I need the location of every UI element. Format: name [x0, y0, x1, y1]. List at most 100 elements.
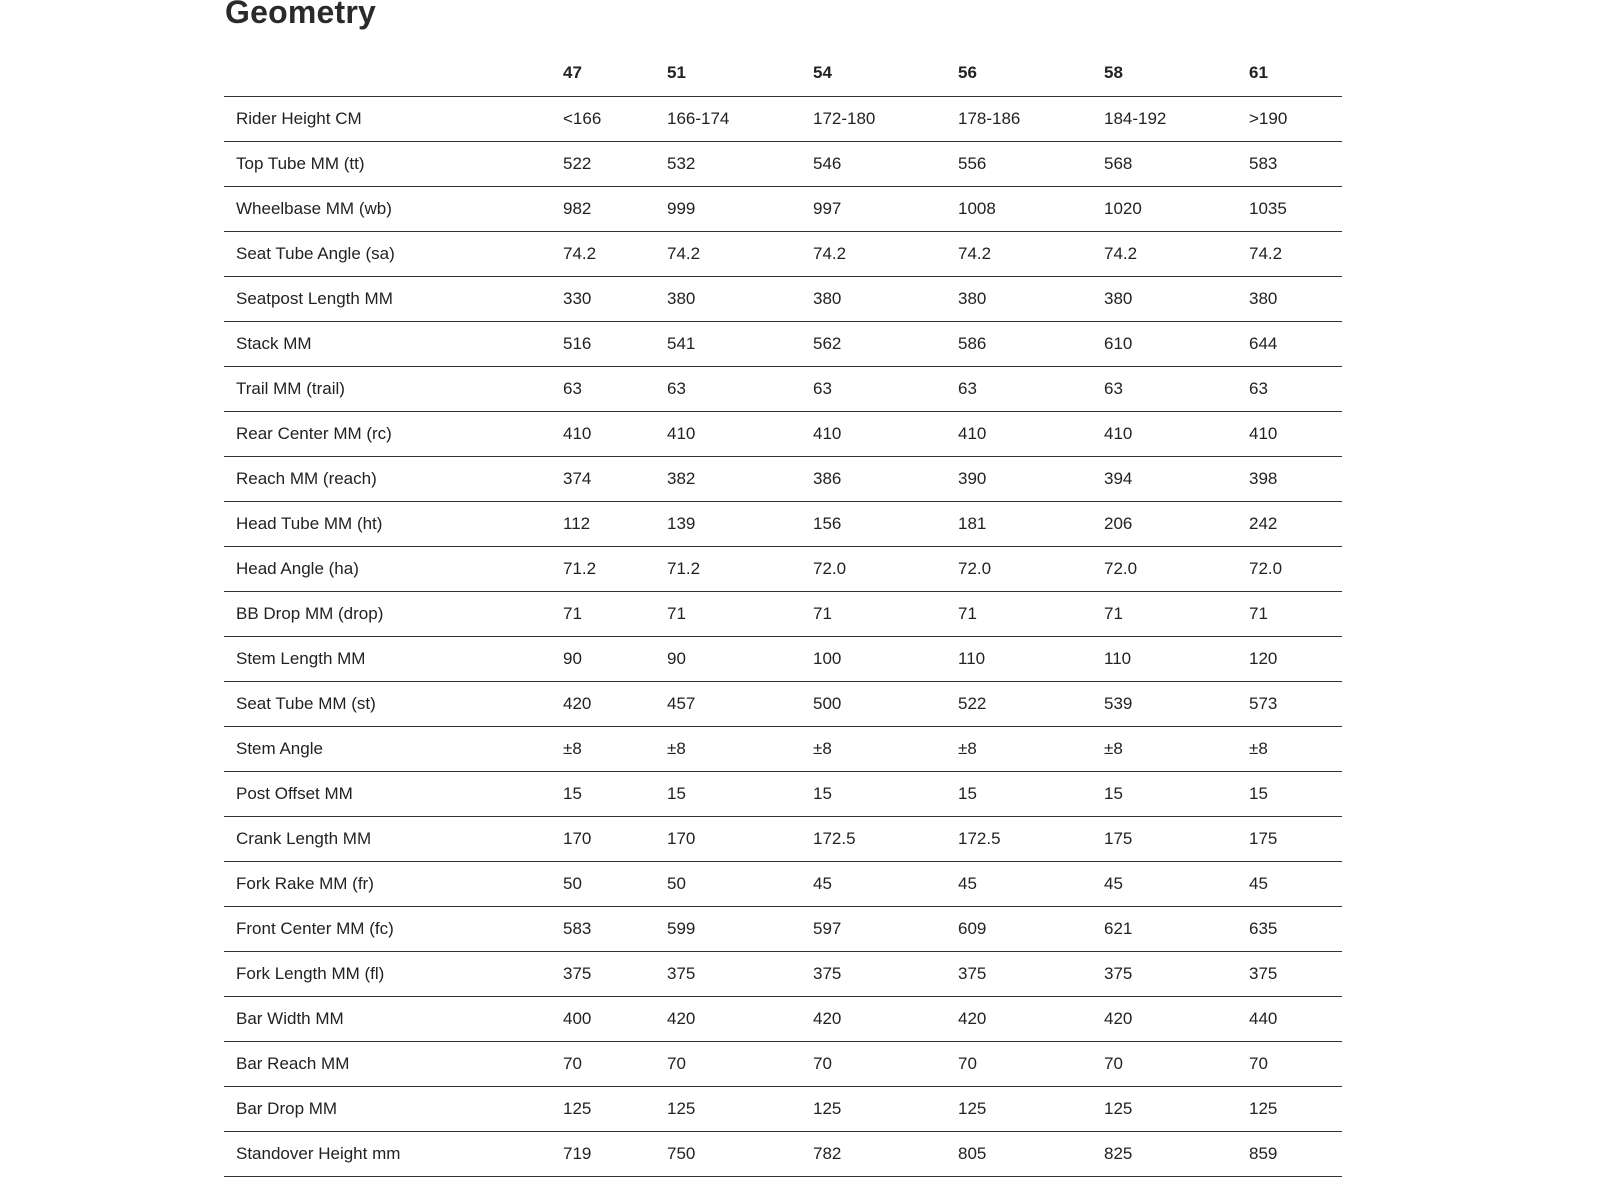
table-cell: 410: [1249, 424, 1278, 443]
table-cell: 583: [1249, 154, 1278, 173]
table-cell: 500: [813, 694, 842, 713]
table-cell: 63: [563, 379, 582, 398]
row-label: Bar Reach MM: [236, 1054, 350, 1073]
table-cell: 71.2: [563, 559, 597, 578]
table-cell: 621: [1104, 919, 1133, 938]
table-cell: 15: [1104, 784, 1123, 803]
table-cell: 112: [563, 514, 591, 533]
table-cell: 125: [563, 1099, 592, 1118]
table-cell: 380: [958, 289, 987, 308]
table-cell: 125: [667, 1099, 696, 1118]
table-row: Reach MM (reach) 374 382 386 390 394 398: [224, 457, 1342, 502]
table-cell: 70: [958, 1054, 977, 1073]
table-cell: 175: [1249, 829, 1278, 848]
table-cell: 74.2: [563, 244, 597, 263]
table-cell: 172-180: [813, 109, 876, 128]
row-label: Standover Height mm: [236, 1144, 401, 1163]
table-cell: 74.2: [667, 244, 701, 263]
table-cell: 719: [563, 1144, 592, 1163]
table-cell: 63: [1104, 379, 1123, 398]
table-cell: 420: [667, 1009, 696, 1028]
table-cell: 420: [563, 694, 592, 713]
row-label: Bar Drop MM: [236, 1099, 338, 1118]
row-label: Seatpost Length MM: [236, 289, 393, 308]
table-cell: 45: [958, 874, 977, 893]
table-cell: 380: [1104, 289, 1133, 308]
table-cell: 541: [667, 334, 696, 353]
row-label: Front Center MM (fc): [236, 919, 394, 938]
table-cell: 63: [813, 379, 832, 398]
table-cell: 125: [958, 1099, 987, 1118]
table-row: Stem Angle ±8 ±8 ±8 ±8 ±8 ±8: [224, 727, 1342, 772]
table-row: Post Offset MM 15 15 15 15 15 15: [224, 772, 1342, 817]
table-cell: 522: [958, 694, 987, 713]
table-cell: 568: [1104, 154, 1133, 173]
table-cell: 45: [813, 874, 832, 893]
table-cell: 71.2: [667, 559, 701, 578]
table-cell: 71: [667, 604, 686, 623]
table-cell: 71: [958, 604, 977, 623]
table-cell: 125: [813, 1099, 842, 1118]
table-cell: 71: [1249, 604, 1268, 623]
table-cell: 597: [813, 919, 842, 938]
table-cell: 72.0: [1249, 559, 1283, 578]
row-label: Post Offset MM: [236, 784, 353, 803]
row-label: Seat Tube Angle (sa): [236, 244, 395, 263]
table-row: Trail MM (trail) 63 63 63 63 63 63: [224, 367, 1342, 412]
table-cell: 172.5: [813, 829, 856, 848]
table-cell: 172.5: [958, 829, 1001, 848]
table-cell: 380: [1249, 289, 1278, 308]
table-cell: 242: [1249, 514, 1278, 533]
table-cell: 410: [667, 424, 696, 443]
table-row: Top Tube MM (tt) 522 532 546 556 568 583: [224, 142, 1342, 187]
table-cell: 375: [958, 964, 987, 983]
table-row: Crank Length MM 170 170 172.5 172.5 175 175: [224, 817, 1342, 862]
table-cell: 532: [667, 154, 696, 173]
table-row: Bar Width MM 400 420 420 420 420 440: [224, 997, 1342, 1042]
table-cell: 750: [667, 1144, 696, 1163]
table-cell: 374: [563, 469, 592, 488]
table-cell: 50: [667, 874, 686, 893]
table-cell: 556: [958, 154, 987, 173]
table-cell: <166: [563, 109, 602, 128]
table-cell: 1008: [958, 199, 996, 218]
row-label: Crank Length MM: [236, 829, 372, 848]
table-cell: 420: [1104, 1009, 1133, 1028]
column-header-size: 51: [667, 63, 686, 82]
table-cell: 394: [1104, 469, 1133, 488]
row-label: Fork Length MM (fl): [236, 964, 385, 983]
table-cell: 178-186: [958, 109, 1021, 128]
table-cell: 100: [813, 649, 842, 668]
table-cell: 72.0: [958, 559, 992, 578]
table-cell: ±8: [1104, 739, 1123, 758]
column-header-size: 54: [813, 63, 832, 82]
table-cell: 70: [813, 1054, 832, 1073]
page-title: Geometry: [225, 0, 376, 30]
table-cell: ±8: [667, 739, 686, 758]
table-cell: 1035: [1249, 199, 1287, 218]
table-cell: 375: [1249, 964, 1278, 983]
table-cell: 330: [563, 289, 592, 308]
table-cell: 1020: [1104, 199, 1142, 218]
row-label: Head Angle (ha): [236, 559, 359, 578]
table-cell: 71: [563, 604, 582, 623]
table-row: Wheelbase MM (wb) 982 999 997 1008 1020 1035: [224, 187, 1342, 232]
table-cell: 120: [1249, 649, 1278, 668]
table-cell: 15: [958, 784, 977, 803]
table-cell: 181: [958, 514, 987, 533]
table-cell: 15: [813, 784, 832, 803]
table-cell: 175: [1104, 829, 1133, 848]
table-cell: 398: [1249, 469, 1278, 488]
table-cell: 50: [563, 874, 582, 893]
table-row: Bar Drop MM 125 125 125 125 125 125: [224, 1087, 1342, 1132]
table-cell: 382: [667, 469, 696, 488]
table-cell: 63: [958, 379, 977, 398]
table-cell: 375: [667, 964, 696, 983]
table-cell: 440: [1249, 1009, 1278, 1028]
row-label: Stem Angle: [236, 739, 323, 758]
table-cell: 70: [563, 1054, 582, 1073]
table-cell: 70: [1104, 1054, 1123, 1073]
table-row: Fork Length MM (fl) 375 375 375 375 375 375: [224, 952, 1342, 997]
table-row: Stack MM 516 541 562 586 610 644: [224, 322, 1342, 367]
table-cell: 380: [813, 289, 842, 308]
